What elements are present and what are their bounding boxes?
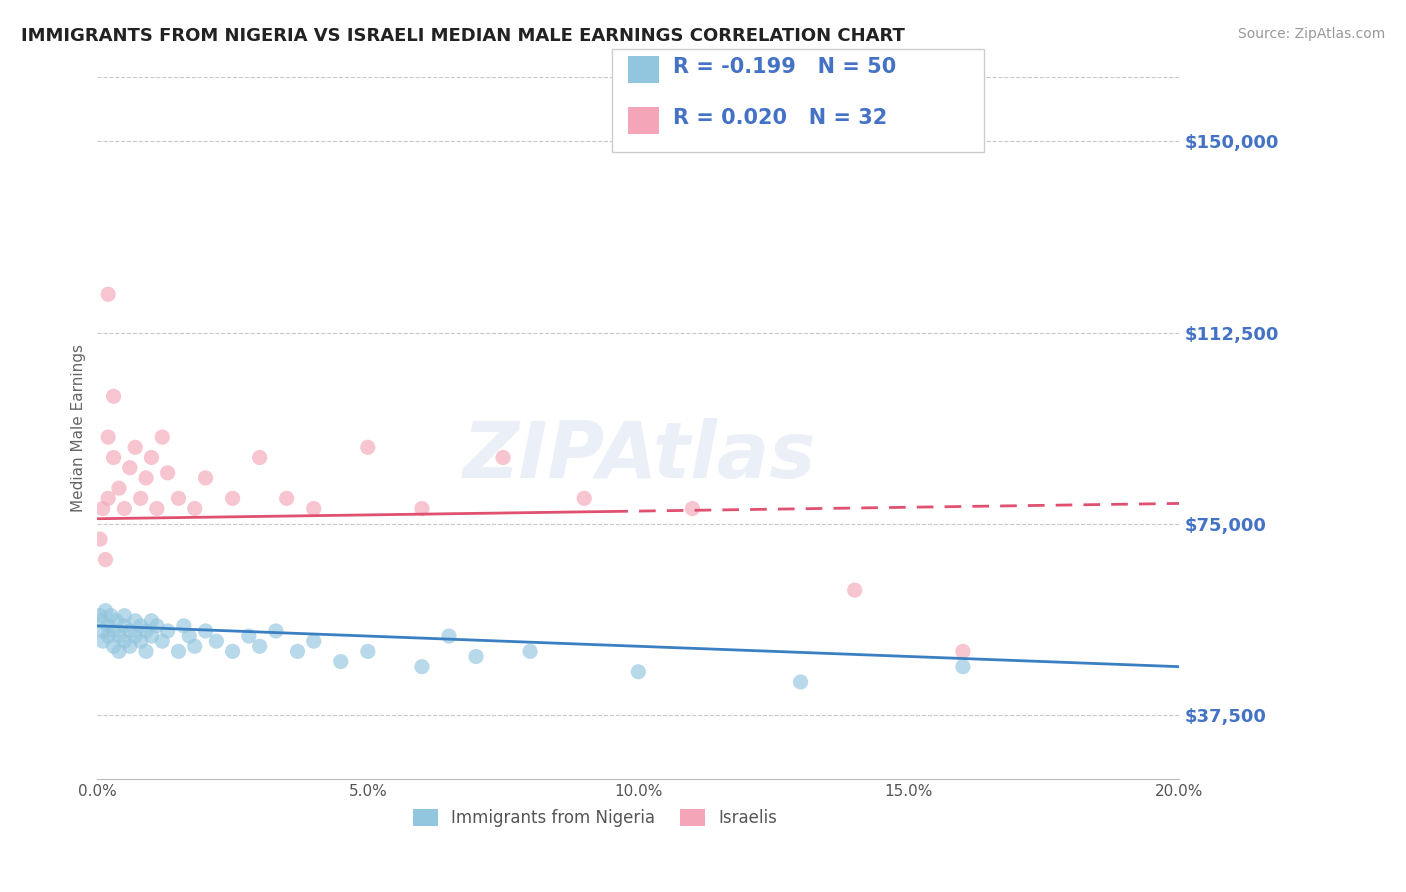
Point [112,619,135,633]
Point [167,644,190,658]
Point [135,644,157,658]
Point [465,649,488,664]
Point [108,629,131,643]
Y-axis label: Median Male Earnings: Median Male Earnings [72,344,86,512]
Point [141,614,163,628]
Point [183,640,205,654]
Point [519,644,541,658]
Point [179,629,201,643]
Point [437,629,460,643]
Point [141,450,163,465]
Point [173,619,195,633]
Text: IMMIGRANTS FROM NIGERIA VS ISRAELI MEDIAN MALE EARNINGS CORRELATION CHART: IMMIGRANTS FROM NIGERIA VS ISRAELI MEDIA… [21,27,905,45]
Text: R = 0.020   N = 32: R = 0.020 N = 32 [673,108,887,128]
Point [221,644,243,658]
Point [264,624,287,638]
Point [118,460,141,475]
Point [150,634,173,648]
Point [90,614,112,628]
Point [118,624,141,638]
Point [238,629,260,643]
Point [249,640,271,654]
Point [129,634,152,648]
Point [91,501,114,516]
Point [844,583,866,598]
Point [94,552,117,566]
Point [129,491,152,506]
Point [103,450,125,465]
Point [952,644,974,658]
Point [124,614,146,628]
Point [411,501,433,516]
Point [135,471,157,485]
Point [97,629,120,643]
Point [103,640,125,654]
Point [100,608,122,623]
Point [105,614,128,628]
Point [91,634,114,648]
Point [118,640,141,654]
Point [249,450,271,465]
Point [357,644,380,658]
Point [97,287,120,301]
Point [167,491,190,506]
Point [221,491,243,506]
Point [124,440,146,454]
Point [194,471,217,485]
Point [112,634,135,648]
Point [89,608,111,623]
Point [91,624,114,638]
Point [357,440,380,454]
Point [97,491,120,506]
Point [141,629,163,643]
Point [97,619,120,633]
Point [302,501,325,516]
Point [574,491,596,506]
Point [205,634,228,648]
Point [492,450,515,465]
Point [329,655,352,669]
Point [276,491,298,506]
Point [287,644,309,658]
Point [103,624,125,638]
Point [627,665,650,679]
Point [156,624,179,638]
Point [146,501,169,516]
Point [112,608,135,623]
Point [112,501,135,516]
Text: Source: ZipAtlas.com: Source: ZipAtlas.com [1237,27,1385,41]
Point [108,644,131,658]
Point [146,619,169,633]
Text: ZIPAtlas: ZIPAtlas [461,418,815,494]
Point [789,675,811,690]
Point [156,466,179,480]
Point [124,629,146,643]
Point [103,389,125,403]
Point [681,501,703,516]
Point [183,501,205,516]
Text: R = -0.199   N = 50: R = -0.199 N = 50 [673,57,897,77]
Point [194,624,217,638]
Point [89,532,111,546]
Point [94,603,117,617]
Point [135,624,157,638]
Point [150,430,173,444]
Point [302,634,325,648]
Point [108,481,131,495]
Point [952,659,974,673]
Point [97,430,120,444]
Legend: Immigrants from Nigeria, Israelis: Immigrants from Nigeria, Israelis [406,802,785,834]
Point [411,659,433,673]
Point [129,619,152,633]
